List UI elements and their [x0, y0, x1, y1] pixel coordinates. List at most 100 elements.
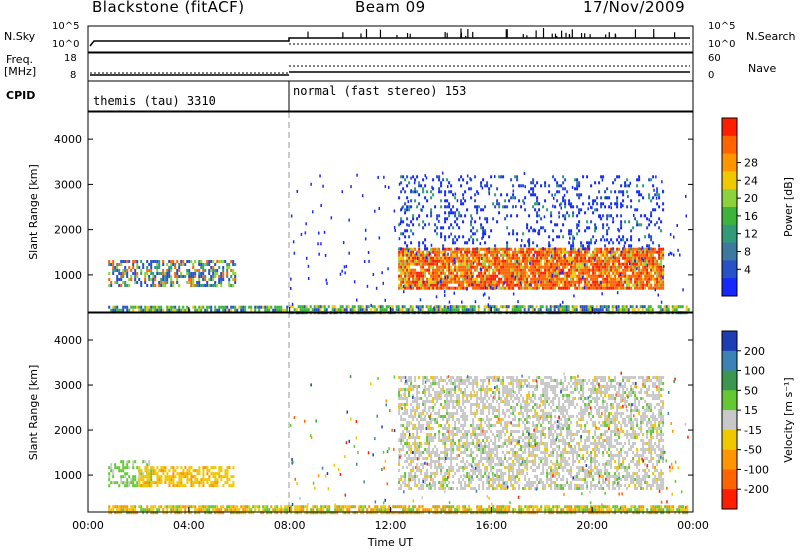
data-cell: [578, 208, 581, 212]
data-cell: [502, 265, 505, 269]
noise-panel-frame: [87, 25, 694, 53]
data-cell: [444, 403, 447, 406]
data-cell: [476, 262, 479, 266]
data-cell: [428, 391, 431, 394]
data-cell: [562, 268, 565, 272]
data-cell: [660, 247, 663, 251]
data-cell: [562, 187, 565, 191]
data-cell: [146, 308, 149, 312]
data-cell: [190, 511, 193, 515]
data-cell: [602, 223, 605, 227]
data-cell: [348, 511, 351, 515]
data-cell: [446, 247, 449, 251]
data-cell: [584, 280, 587, 284]
data-cell: [410, 382, 413, 385]
data-cell: [444, 253, 447, 257]
data-cell: [436, 247, 439, 251]
data-cell: [512, 283, 515, 287]
data-cell: [591, 308, 594, 312]
data-cell: [440, 271, 443, 275]
data-cell: [556, 256, 559, 260]
data-cell: [144, 481, 147, 485]
data-cell: [408, 391, 411, 394]
data-cell: [168, 272, 171, 275]
data-cell: [534, 256, 537, 260]
data-cell: [430, 463, 433, 466]
data-cell: [432, 250, 435, 254]
data-cell: [644, 235, 647, 239]
data-cell: [398, 286, 401, 290]
data-cell: [387, 305, 390, 309]
data-cell: [570, 205, 573, 209]
data-cell: [594, 199, 597, 203]
noise-cell: [558, 215, 560, 219]
data-cell: [528, 268, 531, 272]
data-cell: [596, 250, 599, 254]
data-cell: [408, 475, 411, 478]
data-cell: [206, 308, 209, 312]
data-cell: [176, 272, 179, 275]
data-cell: [608, 268, 611, 272]
data-cell: [420, 454, 423, 457]
data-cell: [226, 269, 229, 272]
data-cell: [188, 278, 191, 281]
data-cell: [424, 418, 427, 421]
data-cell: [616, 202, 619, 206]
noise-cell: [300, 232, 303, 236]
data-cell: [424, 184, 427, 188]
data-cell: [507, 305, 510, 309]
data-cell: [540, 226, 543, 230]
data-cell: [354, 505, 357, 509]
data-cell: [422, 277, 425, 281]
data-cell: [634, 265, 637, 269]
data-cell: [432, 376, 435, 379]
data-cell: [426, 457, 429, 460]
data-cell: [538, 286, 541, 290]
data-cell: [160, 466, 163, 470]
data-cell: [446, 217, 449, 221]
data-cell: [650, 253, 653, 257]
data-cell: [594, 265, 597, 269]
data-cell: [661, 308, 664, 312]
data-cell: [414, 268, 417, 272]
data-cell: [646, 253, 649, 257]
data-cell: [530, 271, 533, 275]
data-cell: [474, 277, 477, 281]
data-cell: [620, 214, 623, 218]
data-cell: [454, 511, 457, 515]
data-cell: [220, 505, 223, 509]
data-cell: [630, 286, 633, 290]
data-cell: [488, 190, 491, 194]
data-cell: [466, 508, 469, 512]
data-cell: [128, 508, 131, 512]
data-cell: [404, 208, 407, 212]
data-cell: [642, 253, 645, 257]
data-cell: [406, 208, 409, 212]
data-cell: [422, 205, 425, 209]
data-cell: [536, 244, 539, 248]
data-cell: [404, 442, 407, 445]
data-cell: [532, 280, 535, 284]
data-cell: [142, 508, 145, 512]
data-cell: [312, 505, 315, 509]
data-cell: [128, 278, 131, 281]
data-cell: [502, 508, 505, 512]
data-cell: [398, 283, 401, 287]
data-cell: [432, 439, 435, 442]
data-cell: [632, 505, 635, 509]
data-cell: [582, 175, 585, 179]
data-cell: [428, 265, 431, 269]
data-cell: [658, 280, 661, 284]
data-cell: [477, 308, 480, 312]
data-cell: [444, 193, 447, 197]
data-cell: [422, 265, 425, 269]
data-cell: [644, 250, 647, 254]
data-cell: [384, 508, 387, 512]
noise-cell: [561, 270, 564, 274]
data-cell: [478, 250, 481, 254]
data-cell: [472, 238, 475, 242]
data-cell: [232, 466, 235, 470]
data-cell: [418, 253, 421, 257]
data-cell: [540, 247, 543, 251]
data-cell: [160, 478, 163, 482]
